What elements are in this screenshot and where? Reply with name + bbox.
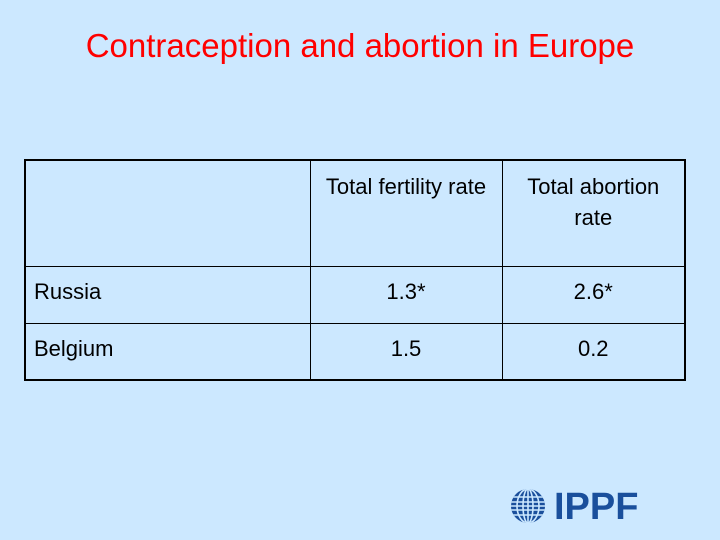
ippf-logo: IPPF — [508, 486, 688, 528]
data-table-container: Total fertility rate Total abortion rate… — [24, 159, 686, 381]
country-cell: Russia — [24, 265, 311, 324]
header-cell-fertility: Total fertility rate — [309, 159, 503, 267]
abortion-cell: 0.2 — [501, 322, 686, 381]
country-cell: Belgium — [24, 322, 311, 381]
fertility-cell: 1.5 — [309, 322, 503, 381]
header-cell-abortion: Total abortion rate — [501, 159, 686, 267]
header-cell-blank — [24, 159, 311, 267]
data-table: Total fertility rate Total abortion rate… — [24, 159, 686, 381]
table-row: Russia 1.3* 2.6* — [24, 265, 686, 324]
slide-title: Contraception and abortion in Europe — [85, 27, 635, 64]
globe-icon: IPPF — [511, 486, 638, 528]
logo-text: IPPF — [554, 486, 638, 526]
fertility-cell: 1.3* — [309, 265, 503, 324]
table-header-row: Total fertility rate Total abortion rate — [24, 159, 686, 267]
table-row: Belgium 1.5 0.2 — [24, 322, 686, 381]
abortion-cell: 2.6* — [501, 265, 686, 324]
